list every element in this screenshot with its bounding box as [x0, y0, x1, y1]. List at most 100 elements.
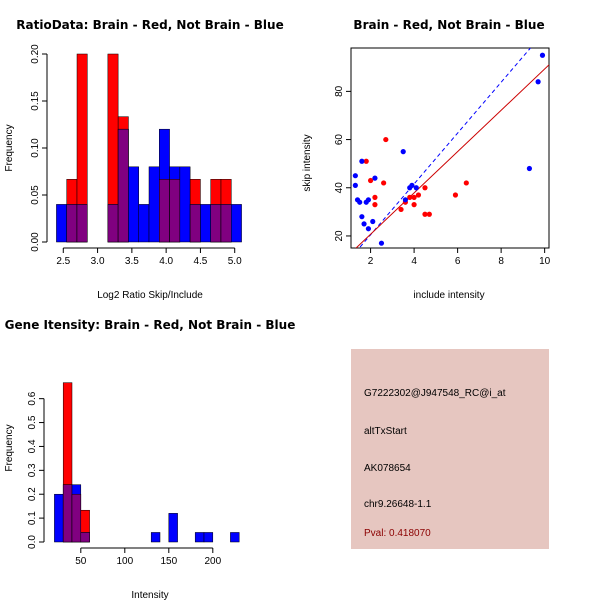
intensity-x-tick-label: 100 [116, 556, 133, 567]
intensity-scatter: Brain - Red, Not Brain - Blue 2 4 6 8 10 20 40… [302, 18, 551, 301]
scatter-point-brain [363, 158, 369, 164]
intensity-bar-overlap [62, 484, 73, 543]
scatter-point-brain [372, 202, 378, 208]
ratio-bar-not-brain [179, 166, 191, 243]
intensity-y-tick-label: 0.3 [27, 463, 38, 477]
scatter-point-not-brain [413, 185, 419, 191]
intensity-bar-not-brain [194, 532, 205, 543]
scatter-point-not-brain [526, 165, 533, 172]
ratio-bar-overlap [107, 204, 119, 243]
intensity-bar-not-brain [230, 532, 240, 543]
ratio-bar-not-brain [200, 204, 211, 243]
scatter-point-not-brain [359, 158, 365, 164]
ratio-bar-overlap [66, 204, 78, 243]
ratio-bar-not-brain [128, 166, 139, 243]
intensity-bar-overlap [71, 493, 82, 543]
scatter-point-brain [426, 211, 432, 217]
ratio-title: RatioData: Brain - Red, Not Brain - Blue [16, 18, 283, 32]
scatter-title: Brain - Red, Not Brain - Blue [353, 18, 544, 32]
scatter-y-tick-label: 40 [334, 182, 345, 194]
intensity-y-tick-label: 0.2 [27, 487, 38, 501]
ratio-x-tick-label: 4.0 [159, 256, 173, 267]
scatter-point-brain [422, 211, 428, 217]
ratio-y-tick-label: 0.15 [30, 91, 41, 111]
scatter-point-brain [463, 180, 469, 186]
ratio-bar-overlap [159, 179, 170, 243]
intensity-x-tick-label: 150 [160, 556, 177, 567]
scatter-point-not-brain [359, 214, 365, 220]
scatter-point-brain [411, 194, 417, 200]
intensity-y-tick-label: 0.4 [27, 439, 38, 453]
scatter-box [350, 47, 550, 249]
ratio-bar-not-brain [148, 166, 160, 243]
not-brain-fit-line [358, 48, 532, 248]
intensity-ylabel: Frequency [4, 424, 15, 471]
p-value: Pval: 0.418070 [364, 528, 431, 539]
intensity-x-tick-label: 200 [204, 556, 221, 567]
intensity-title: Gene Itensity: Brain - Red, Not Brain - … [5, 318, 296, 332]
ratio-histogram: RatioData: Brain - Red, Not Brain - Blue… [4, 18, 284, 301]
genomic-location: chr9.26648-1.1 [364, 499, 432, 510]
ratio-bar-not-brain [231, 204, 242, 243]
scatter-point-not-brain [365, 226, 372, 232]
scatter-point-brain [407, 194, 413, 200]
event-type: altTxStart [364, 426, 407, 437]
scatter-point-brain [415, 192, 422, 198]
scatter-y-tick-label: 60 [334, 134, 345, 146]
scatter-point-not-brain [409, 182, 415, 188]
scatter-point-brain [398, 206, 404, 213]
ratio-xlabel: Log2 Ratio Skip/Include [97, 290, 203, 301]
scatter-point-not-brain [372, 175, 378, 181]
scatter-point-not-brain [352, 182, 358, 188]
scatter-point-not-brain [400, 149, 406, 155]
ratio-y-tick-label: 0.10 [30, 138, 41, 158]
scatter-point-brain [422, 185, 428, 191]
accession: AK078654 [364, 463, 411, 474]
scatter-point-not-brain [352, 173, 358, 179]
scatter-point-not-brain [361, 221, 367, 227]
intensity-y-tick-label: 0.6 [27, 391, 38, 405]
ratio-bar-overlap [210, 204, 222, 243]
scatter-point-brain [383, 136, 389, 143]
intensity-bar-overlap [80, 532, 90, 543]
intensity-y-tick-label: 0.5 [27, 415, 38, 429]
ratio-bar-overlap [220, 204, 232, 243]
info-panel-background [351, 349, 549, 549]
scatter-point-not-brain [370, 218, 376, 225]
probe-id: G7222302@J947548_RC@i_at [364, 388, 506, 399]
intensity-bar-not-brain [150, 532, 161, 543]
ratio-y-tick-label: 0.00 [30, 232, 41, 252]
scatter-point-not-brain [378, 240, 385, 246]
ratio-bar-overlap [169, 179, 181, 243]
ratio-x-tick-label: 3.0 [91, 256, 105, 267]
scatter-xlabel: include intensity [413, 290, 484, 301]
intensity-x-tick-label: 50 [75, 556, 87, 567]
ratio-bar-not-brain [56, 204, 67, 243]
ratio-ylabel: Frequency [4, 124, 15, 171]
brain-fit-line [355, 64, 549, 248]
intensity-y-tick-label: 0.0 [27, 535, 38, 549]
scatter-x-tick-label: 8 [498, 256, 504, 267]
scatter-point-not-brain [402, 197, 408, 203]
ratio-bar-not-brain [138, 204, 150, 243]
intensity-bar-not-brain [203, 532, 214, 543]
info-panel: G7222302@J947548_RC@i_at altTxStart AK07… [351, 349, 549, 549]
intensity-bar-not-brain [168, 513, 178, 543]
ratio-y-tick-label: 0.05 [30, 185, 41, 205]
ratio-x-tick-label: 4.5 [193, 256, 207, 267]
ratio-bar-overlap [189, 204, 201, 243]
ratio-y-tick-label: 0.20 [30, 44, 41, 64]
ratio-x-tick-label: 3.5 [125, 256, 139, 267]
scatter-point-brain [372, 194, 378, 200]
scatter-x-tick-label: 10 [539, 256, 551, 267]
scatter-point-brain [381, 180, 387, 186]
scatter-ylabel: skip intensity [302, 134, 313, 191]
scatter-point-brain [367, 177, 374, 184]
ratio-x-tick-label: 2.5 [56, 256, 70, 267]
ratio-bar-overlap [117, 128, 129, 243]
scatter-x-tick-label: 6 [455, 256, 461, 267]
scatter-point-brain [411, 202, 417, 208]
ratio-bar-overlap [76, 204, 88, 243]
scatter-x-tick-label: 2 [368, 256, 374, 267]
